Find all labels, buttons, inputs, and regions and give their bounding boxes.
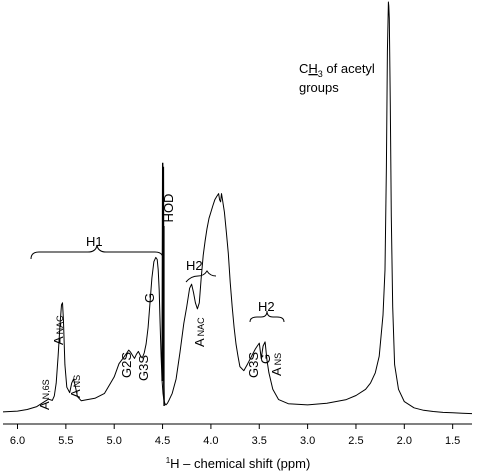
h1-brace [30,244,164,260]
x-tick-label-5.0: 5.0 [107,435,122,447]
x-tick-label-3.0: 3.0 [300,435,315,447]
peak-label-a-nac: ANAC [51,315,66,345]
peak-label-g-right: G [258,354,273,364]
peak-label-g3s-left: G3S [136,355,151,381]
x-tick-label-4.0: 4.0 [203,435,218,447]
hod-label: HOD [161,194,176,223]
x-tick-label-6.0: 6.0 [10,435,25,447]
x-tick-label-3.5: 3.5 [252,435,267,447]
x-tick-label-1.5: 1.5 [445,435,460,447]
spectrum-trace [2,1,473,415]
peak-label-a-ns: ANS [68,375,83,398]
peak-label-a-nac-2: ANAC [192,317,207,347]
peak-label-g2s: G2S [119,352,134,378]
x-tick-label-5.5: 5.5 [58,435,73,447]
x-tick-label-2.0: 2.0 [397,435,412,447]
ch3-annotation: CH3 of acetyl groups [299,61,375,95]
h2-left-label: H2 [186,258,203,273]
h2-right-bracket: H2 [249,299,285,323]
peak-label-g3s-right: G3S [246,352,261,378]
h1-label: H1 [86,234,103,249]
x-tick-label-2.5: 2.5 [348,435,363,447]
x-tick-label-4.5: 4.5 [155,435,170,447]
peak-labels: AN,6S ANAC ANS G2S G3S G ANAC G3S G ANS [37,293,284,410]
x-axis-ticks: 6.0 5.5 5.0 4.5 4.0 3.5 3.0 2.5 2.0 1.5 [10,424,460,447]
ch3-line1: CH3 of acetyl [299,61,375,79]
h2-right-label: H2 [258,299,275,314]
x-axis-title: 1H – chemical shift (ppm) [166,456,311,471]
hod-marker: HOD [161,194,176,406]
ch3-line2: groups [299,80,339,95]
peak-label-g-left: G [142,293,157,303]
peak-label-a-n6s: AN,6S [37,379,52,410]
h2-right-brace [249,310,285,323]
h1-bracket: H1 [30,234,164,260]
h2-left-bracket: H2 [185,258,217,283]
peak-label-a-ns-2: ANS [269,353,284,376]
h2-left-brace [185,270,217,283]
